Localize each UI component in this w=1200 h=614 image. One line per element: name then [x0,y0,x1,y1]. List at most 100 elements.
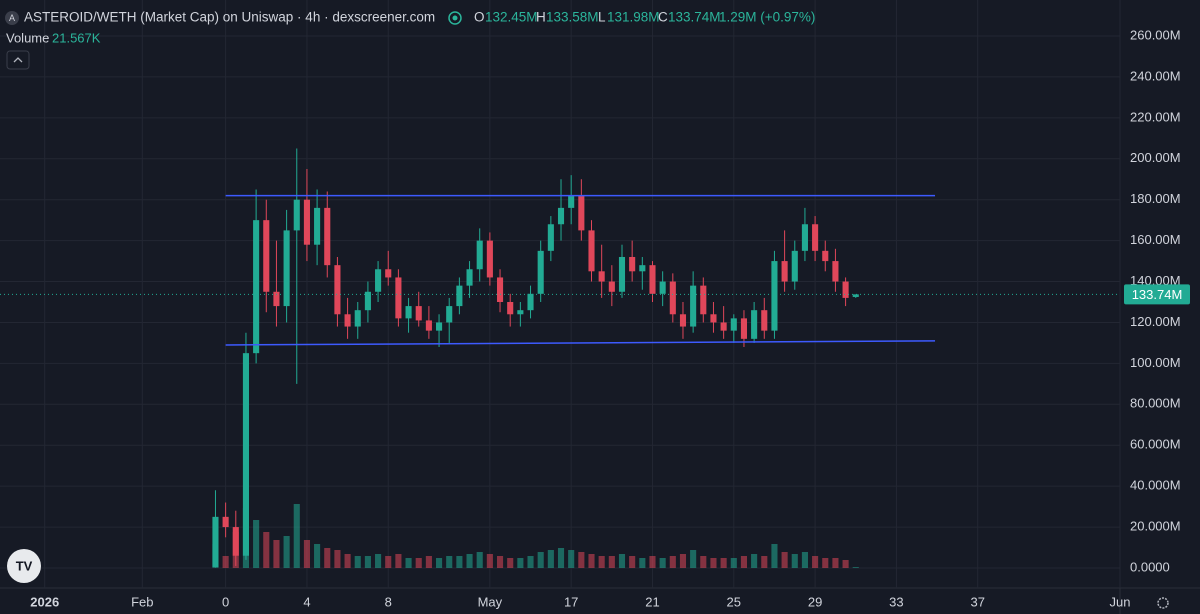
volume-bar [466,554,473,568]
volume-bar [720,558,727,568]
open-value: 132.45M [485,10,538,25]
x-tick-label: 25 [727,594,741,609]
volume-bar [608,556,615,568]
volume-bar [618,554,626,568]
volume-bar [507,558,514,568]
volume-bar [679,554,687,568]
y-tick-label: 0.0000 [1130,559,1170,574]
close-value: 133.74M [668,10,721,25]
volume-bar [649,556,656,568]
candle-body [395,277,402,319]
x-tick-label: 4 [303,594,310,609]
volume-bar [364,556,371,568]
volume-bar [751,554,758,568]
candle-body [547,224,554,251]
candle-body [751,310,758,339]
volume-bar [537,552,544,568]
x-tick-label: 21 [645,594,659,609]
tradingview-logo-text: TV [16,558,33,573]
candle-body [456,285,463,307]
x-tick-label: Feb [131,594,153,609]
volume-bar [303,540,310,568]
y-tick-label: 100.00M [1130,355,1181,370]
y-tick-label: 180.00M [1130,191,1181,206]
candle-body [425,320,432,331]
x-tick-label: 37 [970,594,984,609]
volume-bar [496,556,504,568]
x-tick-label: 0 [222,594,229,609]
candle-body [476,240,483,270]
candle-body [334,265,341,315]
candle-body [496,277,504,302]
volume-bar [801,552,808,568]
candle-body [629,256,636,272]
volume-bar [669,556,676,568]
candle-body [232,527,239,556]
candle-body [588,230,595,272]
candle-body [293,199,300,231]
candle-body [436,322,443,331]
volume-bar [771,544,778,568]
candle-body [446,306,453,323]
volume-bar [273,540,280,568]
candle-body [303,199,310,245]
candle-body [466,269,473,286]
candle-body [740,318,748,339]
candle-body [527,293,534,311]
token-icon [5,11,19,25]
low-label: L [598,10,606,25]
candle-body [283,230,290,307]
x-tick-label: May [478,594,503,609]
candle-body [669,281,676,315]
collapse-button[interactable] [6,50,30,70]
volume-bar [842,560,849,568]
volume-bar [629,556,636,568]
candle-body [557,207,565,225]
candle-body [618,256,626,292]
candle-body [486,240,493,278]
volume-value: 21.567K [52,30,101,45]
volume-bar [283,536,290,568]
status-dot [452,15,458,21]
settings-icon[interactable] [1157,597,1169,609]
token-icon-letter: A [9,13,15,23]
candle-body [639,265,646,272]
y-tick-label: 80.000M [1130,396,1181,411]
volume-bar [832,558,839,568]
candle-body [781,261,788,282]
volume-bar [324,548,331,568]
y-tick-label: 40.000M [1130,478,1181,493]
y-tick-label: 20.000M [1130,519,1181,534]
candle-body [771,261,778,331]
volume-bar [395,554,402,568]
candle-body [720,322,727,331]
candle-body [659,281,666,294]
volume-bar [456,556,463,568]
candle-body [507,302,514,315]
volume-bar [476,552,483,568]
volume-bar [852,567,859,568]
high-value: 133.58M [546,10,599,25]
tradingview-logo[interactable] [7,549,41,583]
candle-body [852,294,859,297]
candle-body [415,306,422,321]
x-tick-label: 8 [385,594,392,609]
candle-body [730,318,737,331]
candle-body [822,250,829,262]
volume-bar [781,552,788,568]
volume-bar [700,556,707,568]
last-price-label: 133.74M [1132,287,1183,302]
volume-bar [578,552,585,568]
candle-body [364,291,371,311]
volume-bar [568,550,575,568]
candle-body [405,306,412,319]
candle-body [679,314,687,327]
volume-bar [730,558,737,568]
volume-bar [761,556,768,568]
y-tick-label: 200.00M [1130,150,1181,165]
y-tick-label: 260.00M [1130,27,1181,42]
candle-body [791,250,798,282]
y-tick-label: 160.00M [1130,232,1181,247]
volume-bar [314,544,321,568]
candle-body [263,220,270,292]
